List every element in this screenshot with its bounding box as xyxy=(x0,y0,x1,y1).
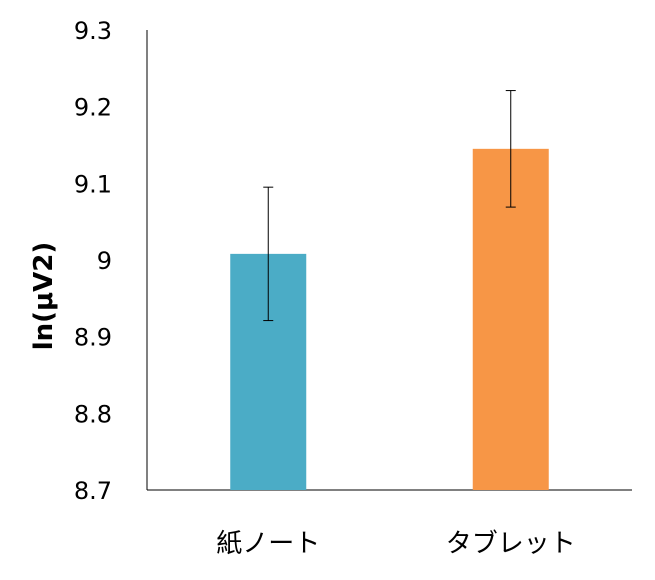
y-axis-label: ln(μV2) xyxy=(29,242,59,351)
y-tick-label: 8.8 xyxy=(74,400,112,428)
y-tick-label: 9.3 xyxy=(74,17,112,45)
x-axis-categories: 紙ノート タブレット xyxy=(216,529,576,559)
y-tick-label: 8.7 xyxy=(74,477,112,505)
y-tick-label: 9.1 xyxy=(74,170,112,198)
y-tick-label: 9 xyxy=(97,247,112,275)
bars xyxy=(230,148,549,491)
y-tick-label: 8.9 xyxy=(74,324,112,352)
y-tick-label: 9.2 xyxy=(74,94,112,122)
y-axis-ticks: 9.3 9.2 9.1 9 8.9 8.8 8.7 xyxy=(74,17,112,505)
error-bars xyxy=(263,90,516,322)
x-category-label: タブレット xyxy=(446,529,576,559)
x-category-label: 紙ノート xyxy=(216,529,320,559)
